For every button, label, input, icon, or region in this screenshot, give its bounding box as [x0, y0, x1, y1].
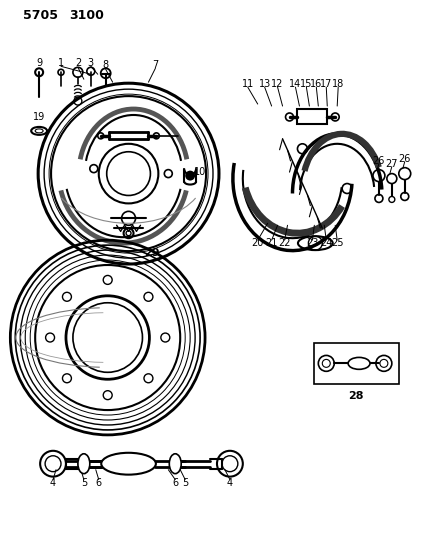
- Text: 6: 6: [96, 478, 102, 488]
- Text: 26: 26: [398, 154, 411, 164]
- Ellipse shape: [348, 358, 370, 369]
- Text: 25: 25: [331, 238, 343, 248]
- Text: 19: 19: [33, 112, 45, 122]
- Ellipse shape: [101, 453, 156, 475]
- Text: 23: 23: [306, 238, 318, 248]
- Text: 17: 17: [320, 79, 333, 89]
- Text: 24: 24: [320, 238, 333, 248]
- Text: 27: 27: [386, 159, 398, 168]
- Text: 7: 7: [152, 60, 158, 70]
- Text: 8: 8: [103, 60, 109, 70]
- Ellipse shape: [78, 454, 90, 474]
- Text: 22: 22: [278, 238, 291, 248]
- Text: 26: 26: [373, 156, 385, 166]
- Text: 28: 28: [348, 391, 364, 401]
- Bar: [314, 343, 399, 384]
- Text: 5: 5: [182, 478, 188, 488]
- Text: 21: 21: [265, 238, 278, 248]
- Text: 3: 3: [88, 58, 94, 68]
- Text: 5: 5: [81, 478, 87, 488]
- Text: 15: 15: [300, 79, 312, 89]
- Text: 29: 29: [145, 248, 160, 258]
- Text: 4: 4: [50, 478, 56, 488]
- Text: 14: 14: [289, 79, 302, 89]
- Text: 18: 18: [332, 79, 344, 89]
- Text: 4: 4: [227, 478, 233, 488]
- Text: 3100: 3100: [69, 9, 104, 22]
- Bar: [297, 109, 327, 124]
- Ellipse shape: [169, 454, 181, 474]
- Text: 2: 2: [75, 58, 81, 68]
- Text: 9: 9: [36, 58, 42, 68]
- Text: 11: 11: [242, 79, 254, 89]
- Text: 13: 13: [259, 79, 271, 89]
- Text: 10: 10: [194, 167, 206, 176]
- Text: 6: 6: [172, 478, 178, 488]
- Circle shape: [185, 171, 195, 181]
- Text: 5705: 5705: [23, 9, 58, 22]
- Text: 16: 16: [310, 79, 322, 89]
- Text: 1: 1: [58, 58, 64, 68]
- Text: 20: 20: [252, 238, 264, 248]
- Text: 12: 12: [271, 79, 284, 89]
